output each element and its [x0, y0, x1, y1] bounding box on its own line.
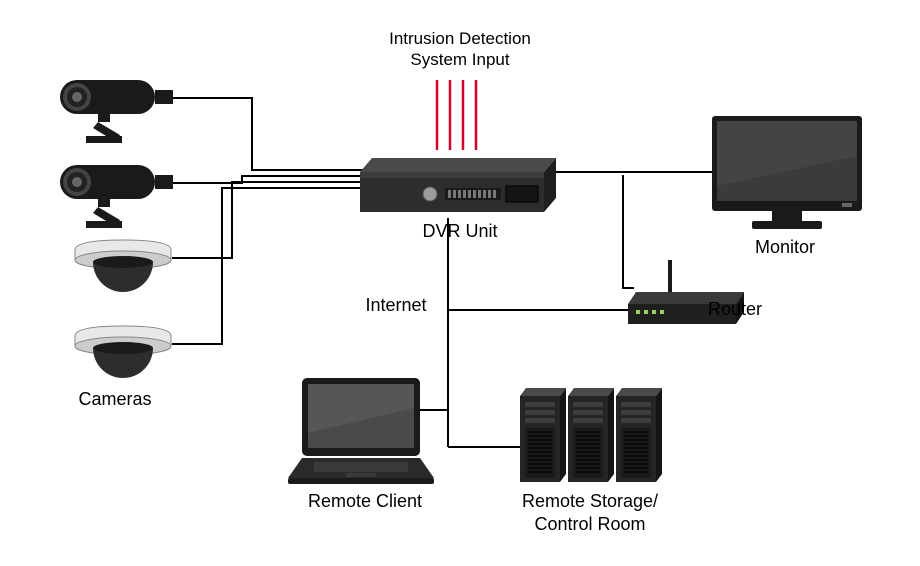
router-label: Router — [695, 298, 775, 321]
remote-storage-label: Remote Storage/ Control Room — [500, 490, 680, 535]
internet-label: Internet — [356, 294, 436, 317]
dvr-icon — [0, 0, 920, 566]
monitor-label: Monitor — [735, 236, 835, 259]
cameras-icon — [0, 0, 920, 566]
cameras-label: Cameras — [65, 388, 165, 411]
monitor-icon — [0, 0, 920, 566]
router-icon — [0, 0, 920, 566]
dvr-label: DVR Unit — [400, 220, 520, 243]
remote-client-label: Remote Client — [290, 490, 440, 513]
servers-icon — [0, 0, 920, 566]
intrusion-label: Intrusion Detection System Input — [370, 28, 550, 71]
connection-lines — [0, 0, 920, 566]
laptop-icon — [0, 0, 920, 566]
